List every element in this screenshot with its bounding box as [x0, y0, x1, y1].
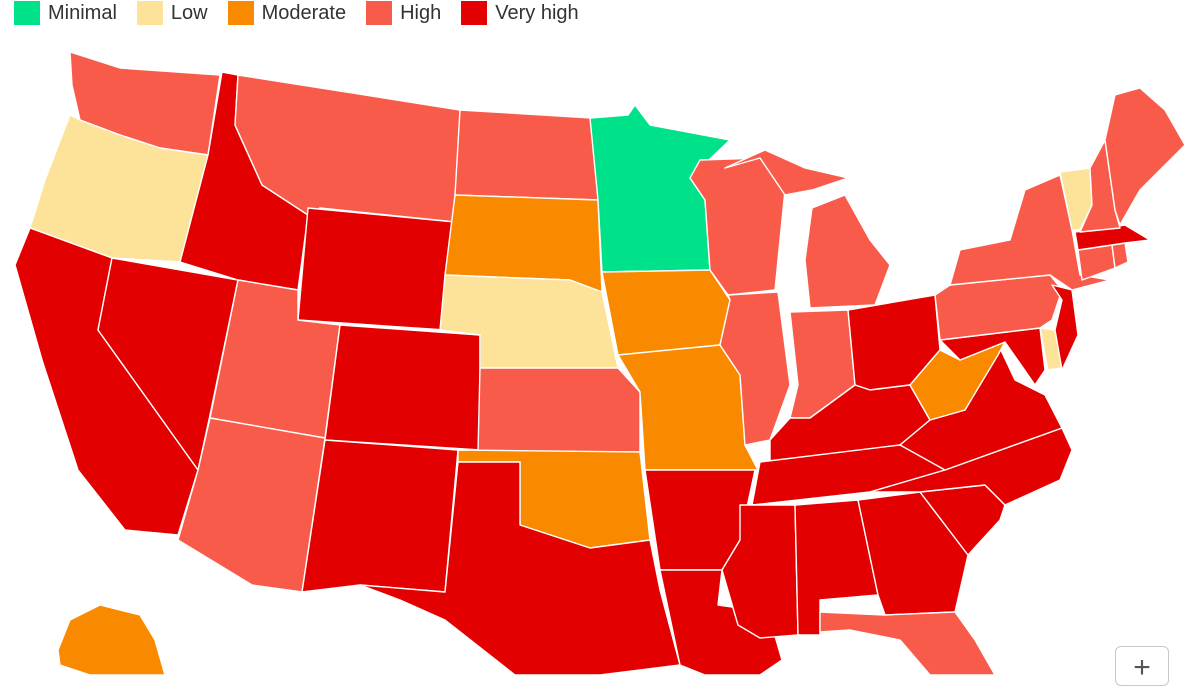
state-ri[interactable] [1111, 242, 1129, 269]
legend-swatch-low [136, 1, 163, 25]
legend-swatch-very-high [461, 1, 488, 25]
legend-item-moderate: Moderate [227, 1, 347, 25]
legend-label-very-high: Very high [495, 1, 579, 24]
state-fl[interactable] [819, 611, 996, 675]
state-ks[interactable] [477, 367, 641, 453]
legend-swatch-moderate [227, 1, 254, 25]
state-la[interactable] [659, 569, 783, 675]
zoom-in-button[interactable]: + [1115, 646, 1169, 686]
state-wv[interactable] [909, 341, 1006, 421]
state-ct[interactable] [1077, 244, 1116, 281]
legend-label-moderate: Moderate [261, 1, 347, 24]
state-ak[interactable] [57, 604, 166, 675]
legend-label-minimal: Minimal [48, 1, 117, 24]
state-ia[interactable] [601, 269, 731, 356]
state-nd[interactable] [454, 109, 599, 201]
state-tx[interactable] [359, 461, 681, 675]
plus-icon: + [1133, 651, 1151, 684]
state-wy[interactable] [297, 207, 456, 331]
state-wi[interactable] [689, 157, 786, 296]
state-co[interactable] [324, 324, 481, 451]
legend-item-minimal: Minimal [14, 1, 117, 25]
state-il[interactable] [719, 291, 791, 446]
state-nc[interactable] [869, 427, 1073, 506]
state-nm[interactable] [301, 439, 459, 593]
legend-item-very-high: Very high [461, 1, 579, 25]
legend-label-high: High [400, 1, 442, 24]
legend-swatch-minimal [14, 1, 40, 25]
state-ny[interactable] [949, 174, 1111, 291]
state-me[interactable] [1104, 87, 1186, 226]
legend-item-high: High [366, 1, 441, 25]
legend-item-low: Low [136, 1, 208, 25]
map-legend: Minimal Low Moderate High Very high [14, 0, 599, 26]
state-mi-upper[interactable] [724, 149, 849, 196]
state-or[interactable] [29, 114, 209, 263]
state-mi-lower[interactable] [804, 194, 891, 309]
legend-swatch-high [366, 1, 393, 25]
legend-label-low: Low [170, 1, 208, 24]
